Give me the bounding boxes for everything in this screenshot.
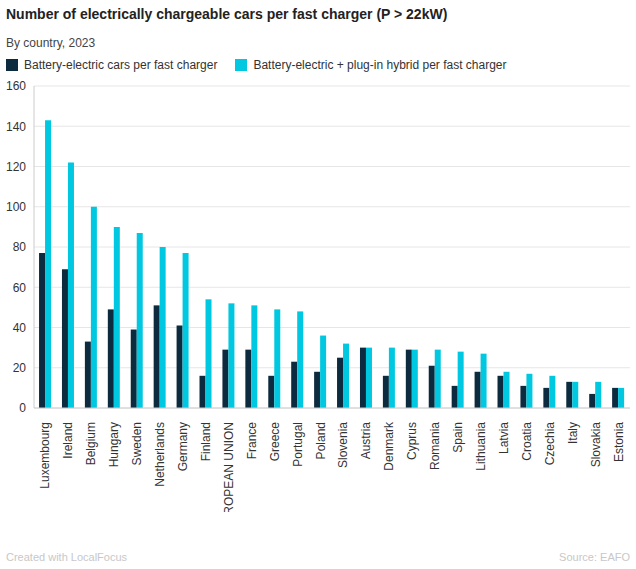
svg-text:Latvia: Latvia: [497, 422, 511, 454]
svg-text:100: 100: [8, 200, 26, 214]
svg-text:Slovakia: Slovakia: [589, 422, 603, 468]
svg-text:40: 40: [13, 321, 27, 335]
svg-text:80: 80: [13, 240, 27, 254]
svg-text:Romania: Romania: [428, 422, 442, 470]
html-text:By country, 2023: By country, 2023: [6, 36, 96, 50]
svg-text:Cyprus: Cyprus: [405, 422, 419, 460]
svg-text:60: 60: [13, 281, 27, 295]
html-text:Battery-electric cars per fast: Battery-electric cars per fast charger: [24, 58, 218, 72]
svg-text:Germany: Germany: [176, 422, 190, 471]
html-text:Source: EAFO: Source: EAFO: [559, 551, 630, 563]
html-text:Created with LocalFocus: Created with LocalFocus: [6, 551, 128, 563]
svg-text:Czechia: Czechia: [543, 422, 557, 466]
svg-text:EUROPEAN UNION: EUROPEAN UNION: [222, 422, 236, 512]
svg-text:Croatia: Croatia: [520, 422, 534, 461]
html-text:Battery-electric + plug-in hyb: Battery-electric + plug-in hybrid per fa…: [253, 58, 507, 72]
svg-text:Netherlands: Netherlands: [153, 422, 167, 487]
svg-text:France: France: [245, 422, 259, 460]
svg-text:Poland: Poland: [314, 422, 328, 459]
svg-text:20: 20: [13, 361, 27, 375]
svg-text:Finland: Finland: [199, 422, 213, 461]
svg-text:Portugal: Portugal: [291, 422, 305, 467]
svg-text:0: 0: [19, 401, 26, 415]
svg-text:Denmark: Denmark: [382, 421, 396, 471]
svg-text:Sweden: Sweden: [130, 422, 144, 465]
svg-text:Luxembourg: Luxembourg: [38, 422, 52, 489]
svg-text:Estonia: Estonia: [612, 422, 626, 462]
html-text:Number of electrically chargea: Number of electrically chargeable cars p…: [6, 6, 448, 22]
svg-text:Spain: Spain: [451, 422, 465, 453]
svg-text:140: 140: [8, 120, 26, 134]
svg-text:Lithuania: Lithuania: [474, 422, 488, 471]
svg-text:Slovenia: Slovenia: [336, 422, 350, 468]
svg-text:120: 120: [8, 160, 26, 174]
svg-text:Belgium: Belgium: [84, 422, 98, 465]
svg-text:Austria: Austria: [359, 422, 373, 460]
svg-text:160: 160: [8, 79, 26, 93]
svg-text:Ireland: Ireland: [61, 422, 75, 459]
svg-text:Italy: Italy: [566, 422, 580, 444]
svg-text:Hungary: Hungary: [107, 422, 121, 467]
svg-text:Greece: Greece: [268, 422, 282, 462]
